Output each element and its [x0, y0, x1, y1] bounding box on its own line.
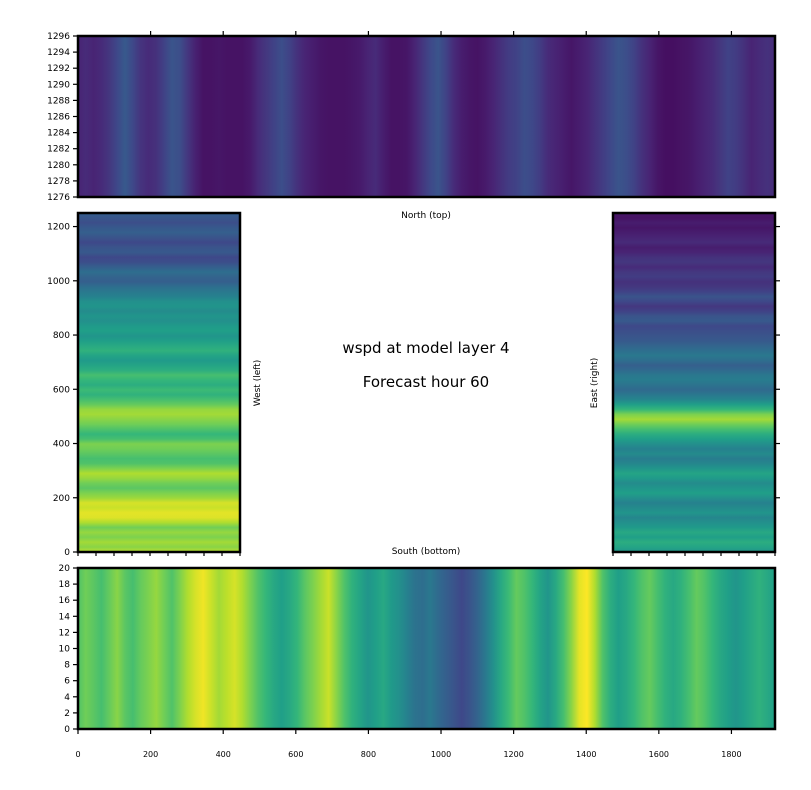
y-tick-label: 1290 — [47, 80, 70, 90]
west-label: West (left) — [253, 360, 263, 407]
south-label: South (bottom) — [392, 547, 461, 557]
y-tick-label: 1282 — [47, 145, 70, 155]
x-tick-label: 1600 — [649, 750, 669, 759]
west-frame — [76, 211, 242, 554]
y-tick-label: 1296 — [47, 32, 70, 42]
x-tick-label: 400 — [216, 750, 231, 759]
east-panel — [611, 211, 780, 556]
y-tick-label: 10 — [59, 645, 71, 655]
north-y-axis: 1276 1278 1280 1282 1284 1286 1288 1290 1292 1294… — [47, 32, 78, 203]
south-x-axis: 0 200 400 600 800 1000 1200 1400 1600 1800 — [75, 729, 742, 759]
x-tick-label: 1800 — [721, 750, 741, 759]
south-panel: 0 2 4 6 8 10 12 14 16 18 20 0 200 400 600 800 1000 1200 1… — [59, 564, 777, 759]
y-tick-label: 1276 — [47, 193, 70, 203]
north-top-ticks — [150, 31, 733, 36]
x-tick-label: 0 — [75, 750, 80, 759]
y-tick-label: 6 — [64, 677, 70, 687]
y-tick-label: 8 — [64, 661, 70, 671]
y-tick-label: 1288 — [47, 96, 70, 106]
north-panel: 1276 1278 1280 1282 1284 1286 1288 1290 1292 1294… — [47, 31, 777, 203]
y-tick-label: 14 — [59, 612, 71, 622]
title-line-2: Forecast hour 60 — [363, 373, 489, 391]
y-tick-label: 1294 — [47, 48, 70, 58]
y-tick-label: 1000 — [47, 277, 70, 287]
x-tick-label: 800 — [361, 750, 376, 759]
y-tick-label: 20 — [59, 564, 71, 574]
x-tick-label: 600 — [288, 750, 303, 759]
east-heatmap — [613, 213, 775, 552]
y-tick-label: 0 — [64, 548, 70, 558]
y-tick-label: 12 — [59, 628, 70, 638]
y-tick-label: 16 — [59, 596, 71, 606]
y-tick-label: 600 — [53, 385, 70, 395]
x-tick-label: 200 — [143, 750, 158, 759]
y-tick-label: 1200 — [47, 223, 70, 233]
title-line-1: wspd at model layer 4 — [342, 339, 509, 357]
y-tick-label: 1284 — [47, 129, 70, 139]
west-heatmap — [78, 213, 240, 552]
east-label: East (right) — [590, 358, 600, 408]
south-y-axis: 0 2 4 6 8 10 12 14 16 18 20 — [59, 564, 78, 735]
north-heatmap — [78, 36, 775, 197]
y-tick-label: 4 — [64, 693, 70, 703]
x-tick-label: 1400 — [576, 750, 596, 759]
west-y-axis: 0 200 400 600 800 1000 1200 — [47, 223, 78, 558]
y-tick-label: 1292 — [47, 64, 70, 74]
y-tick-label: 1286 — [47, 113, 70, 123]
west-bottom-ticks — [77, 552, 241, 556]
y-tick-label: 800 — [53, 331, 70, 341]
east-right-ticks — [775, 225, 780, 499]
north-label: North (top) — [401, 211, 451, 221]
x-tick-label: 1200 — [503, 750, 523, 759]
x-tick-label: 1000 — [431, 750, 451, 759]
west-panel: 0 200 400 600 800 1000 1200 — [47, 211, 242, 558]
y-tick-label: 200 — [53, 494, 70, 504]
y-tick-label: 18 — [59, 580, 71, 590]
y-tick-label: 1278 — [47, 177, 70, 187]
y-tick-label: 0 — [64, 725, 70, 735]
y-tick-label: 1280 — [47, 161, 70, 171]
east-bottom-ticks — [612, 552, 776, 556]
y-tick-label: 400 — [53, 440, 70, 450]
y-tick-label: 2 — [64, 709, 70, 719]
east-frame — [611, 211, 777, 554]
south-heatmap — [78, 568, 775, 729]
